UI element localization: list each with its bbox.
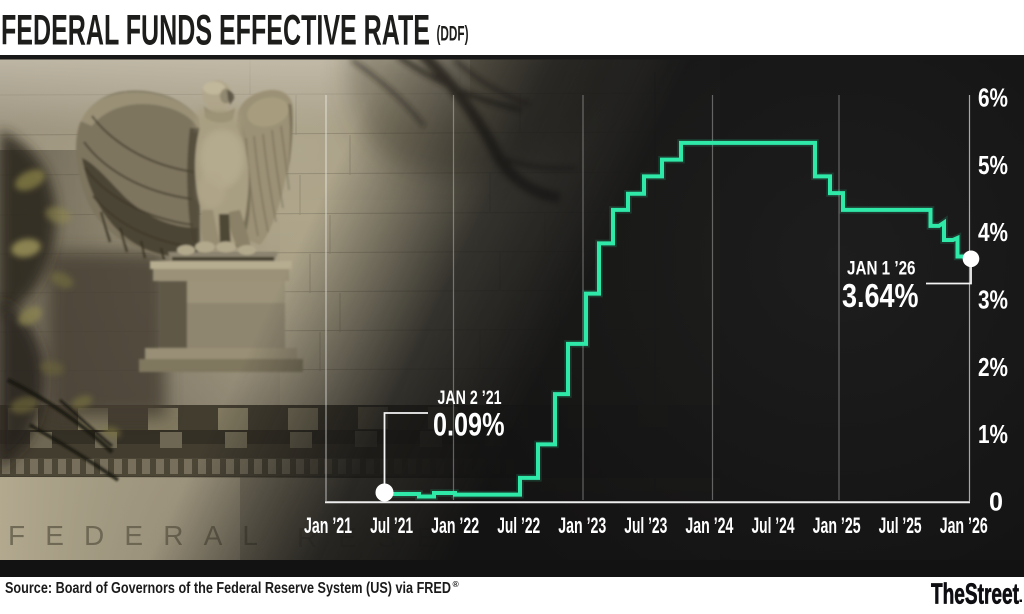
svg-text:3.64%: 3.64%	[842, 277, 919, 314]
svg-text:0: 0	[989, 487, 1003, 517]
svg-text:1%: 1%	[978, 419, 1008, 449]
svg-text:FEDERAL FUNDS EFFECTIVE RATE: FEDERAL FUNDS EFFECTIVE RATE	[1, 7, 430, 55]
svg-text:TheStreet: TheStreet	[931, 579, 1019, 611]
svg-text:Jan ’26: Jan ’26	[940, 513, 988, 538]
svg-text:5%: 5%	[978, 150, 1008, 180]
svg-text:FEDERAL: FEDERAL	[8, 520, 258, 551]
svg-text:®: ®	[453, 579, 460, 589]
svg-text:Jan ’21: Jan ’21	[304, 513, 352, 538]
svg-text:Jan ’22: Jan ’22	[431, 513, 479, 538]
svg-text:Jul ’21: Jul ’21	[370, 513, 413, 538]
svg-text:Jul ’24: Jul ’24	[752, 513, 795, 538]
svg-text:3%: 3%	[978, 285, 1008, 315]
svg-text:4%: 4%	[978, 217, 1008, 247]
svg-text:0.09%: 0.09%	[433, 407, 505, 443]
svg-text:Jul ’23: Jul ’23	[624, 513, 667, 538]
svg-text:Jul ’22: Jul ’22	[497, 513, 540, 538]
svg-text:Jul ’25: Jul ’25	[879, 513, 922, 538]
svg-text:6%: 6%	[978, 83, 1008, 113]
svg-text:Jan ’23: Jan ’23	[558, 513, 606, 538]
svg-text:Source: Board of Governors of: Source: Board of Governors of the Federa…	[5, 580, 451, 597]
svg-text:JAN 1 ’26: JAN 1 ’26	[847, 258, 916, 280]
svg-text:Jan ’24: Jan ’24	[685, 513, 733, 538]
svg-text:Jan ’25: Jan ’25	[813, 513, 861, 538]
svg-text:JAN 2 ’21: JAN 2 ’21	[438, 388, 502, 409]
svg-text:(DDF): (DDF)	[437, 23, 469, 46]
svg-text:2%: 2%	[978, 352, 1008, 382]
